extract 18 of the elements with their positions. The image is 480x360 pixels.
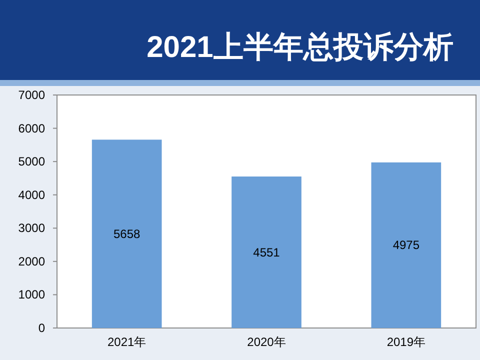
- y-tick-label: 5000: [18, 154, 46, 169]
- y-tick-label: 3000: [18, 221, 46, 236]
- y-tick-label: 2000: [18, 254, 46, 268]
- bar: [232, 176, 302, 328]
- chart-title: 2021上半年总投诉分析: [146, 31, 454, 64]
- bar: [92, 140, 162, 328]
- x-tick-label: 2021年: [107, 335, 146, 349]
- data-label: 4551: [253, 245, 280, 260]
- y-tick-label: 4000: [18, 188, 46, 202]
- x-tick-label: 2019年: [386, 335, 426, 349]
- y-tick-label: 6000: [18, 121, 46, 136]
- y-tick-label: 1000: [18, 288, 46, 302]
- data-label: 5658: [113, 226, 141, 241]
- y-tick-label: 7000: [18, 88, 46, 102]
- x-tick-label: 2020年: [247, 335, 286, 349]
- data-label: 4975: [392, 238, 420, 252]
- bar: [371, 162, 442, 328]
- y-tick-label: 0: [38, 321, 46, 335]
